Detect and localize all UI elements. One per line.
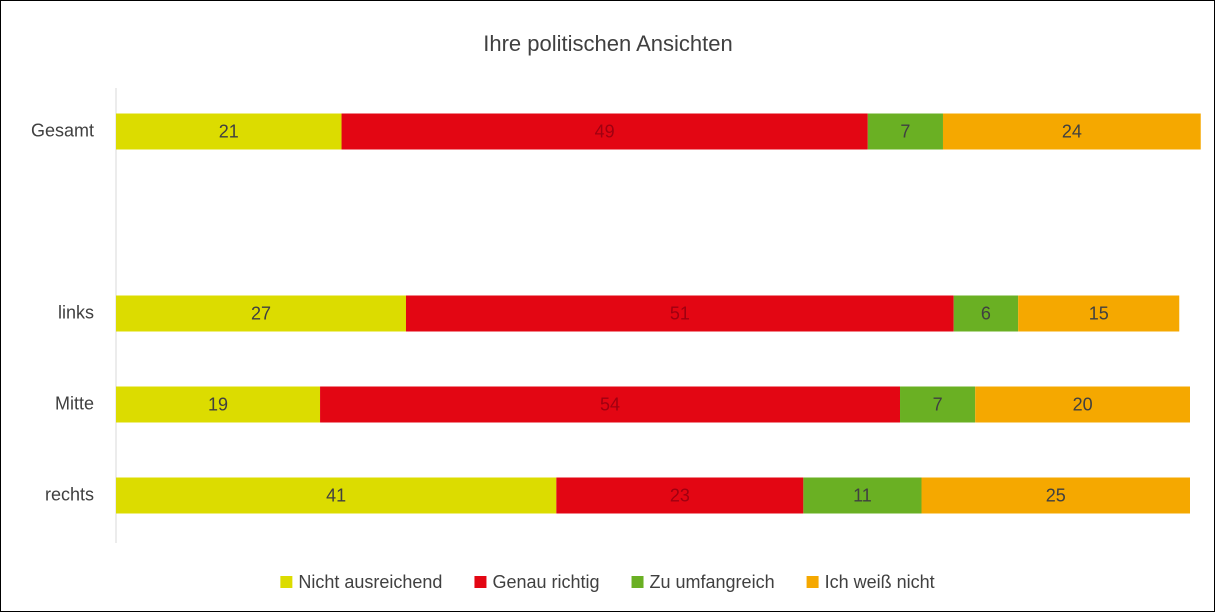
bar-segment <box>975 386 1190 423</box>
legend-label: Ich weiß nicht <box>825 572 935 592</box>
bar-segment <box>900 386 976 423</box>
legend-label: Zu umfangreich <box>650 572 775 592</box>
legend-swatch <box>631 576 644 588</box>
data-label: 25 <box>1046 485 1066 505</box>
data-label: 21 <box>219 121 239 141</box>
data-label: 41 <box>326 485 346 505</box>
bar-segment <box>867 113 943 150</box>
bar-segment <box>116 295 406 332</box>
legend-swatch <box>280 576 293 588</box>
data-label: 7 <box>933 394 943 414</box>
chart-title: Ihre politischen Ansichten <box>483 31 733 56</box>
bar-segment <box>921 477 1190 514</box>
y-tick-label: Mitte <box>55 393 94 413</box>
legend-label: Nicht ausreichend <box>298 572 442 592</box>
bar-segment <box>803 477 922 514</box>
bar-segment <box>953 295 1019 332</box>
data-label: 54 <box>600 394 620 414</box>
data-label: 51 <box>670 303 690 323</box>
data-label: 23 <box>670 485 690 505</box>
bar-segment <box>320 386 901 423</box>
data-label: 49 <box>595 121 615 141</box>
bar-segment <box>405 295 954 332</box>
legend-swatch <box>806 576 819 588</box>
bar-segment <box>116 113 342 150</box>
legend-swatch <box>474 576 487 588</box>
data-label: 20 <box>1073 394 1093 414</box>
bar-segment <box>556 477 804 514</box>
bar-segment <box>1018 295 1180 332</box>
bar-segment <box>116 386 321 423</box>
bar-segment <box>116 477 557 514</box>
data-label: 27 <box>251 303 271 323</box>
y-tick-label: Gesamt <box>31 120 94 140</box>
y-tick-label: rechts <box>45 484 94 504</box>
y-tick-label: links <box>58 302 94 322</box>
legend-label: Genau richtig <box>492 572 599 592</box>
data-label: 24 <box>1062 121 1082 141</box>
data-label: 6 <box>981 303 991 323</box>
bar-segment <box>942 113 1201 150</box>
bar-segment <box>341 113 868 150</box>
data-label: 11 <box>853 485 872 505</box>
data-label: 7 <box>900 121 910 141</box>
data-label: 19 <box>208 394 228 414</box>
data-label: 15 <box>1089 303 1109 323</box>
